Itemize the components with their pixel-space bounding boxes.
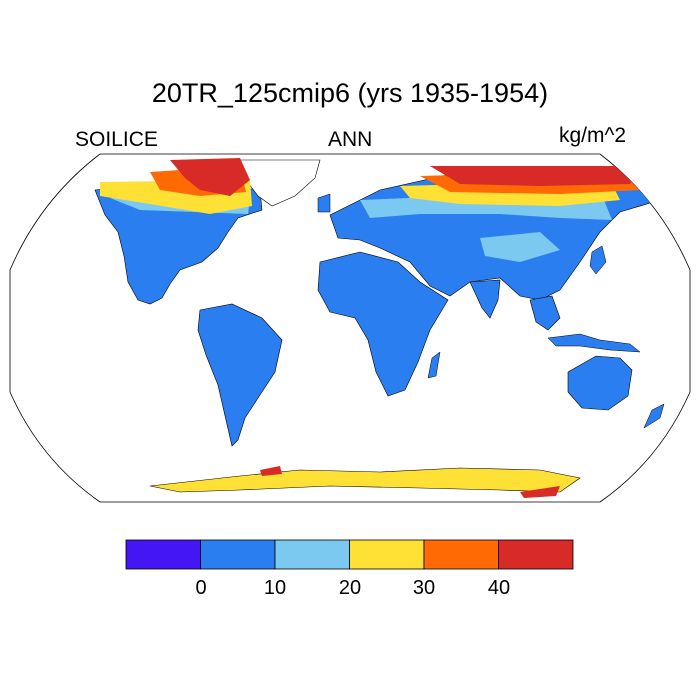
new-zealand (643, 403, 665, 429)
antarctica-strip (149, 467, 581, 493)
colorbar-tick-label: 30 (412, 577, 436, 599)
colorbar-box (125, 539, 201, 570)
season-label: ANN (328, 128, 373, 151)
na-band-red (170, 158, 250, 196)
units-label: kg/m^2 (558, 124, 626, 147)
antarctica-red-edge (260, 466, 560, 498)
variable-label: SOILICE (75, 128, 158, 151)
colorbar-box (274, 539, 350, 570)
africa-land (317, 251, 449, 397)
australia-land (567, 355, 633, 411)
colorbar-box (423, 539, 499, 570)
british-isles (317, 193, 331, 213)
colorbar-tick-label: 20 (338, 577, 362, 599)
map-title: 20TR_125cmip6 (yrs 1935-1954) (151, 78, 549, 108)
colorbar-tick-label: 0 (195, 577, 207, 599)
colorbar-box (349, 539, 425, 570)
tibet-light-patch (480, 232, 560, 262)
colorbar-box (498, 539, 574, 570)
madagascar (427, 351, 441, 379)
colorbar-boxes (125, 539, 574, 570)
colorbar-tick-label: 40 (487, 577, 511, 599)
south-asia-land (469, 279, 501, 319)
south-america-land (197, 303, 283, 447)
japan (589, 245, 607, 275)
eurasia-band-red (430, 166, 640, 186)
colorbar-box (200, 539, 276, 570)
colorbar-tick-label: 10 (263, 577, 287, 599)
indonesia-islands (547, 333, 641, 353)
southeast-asia-land (529, 295, 561, 331)
